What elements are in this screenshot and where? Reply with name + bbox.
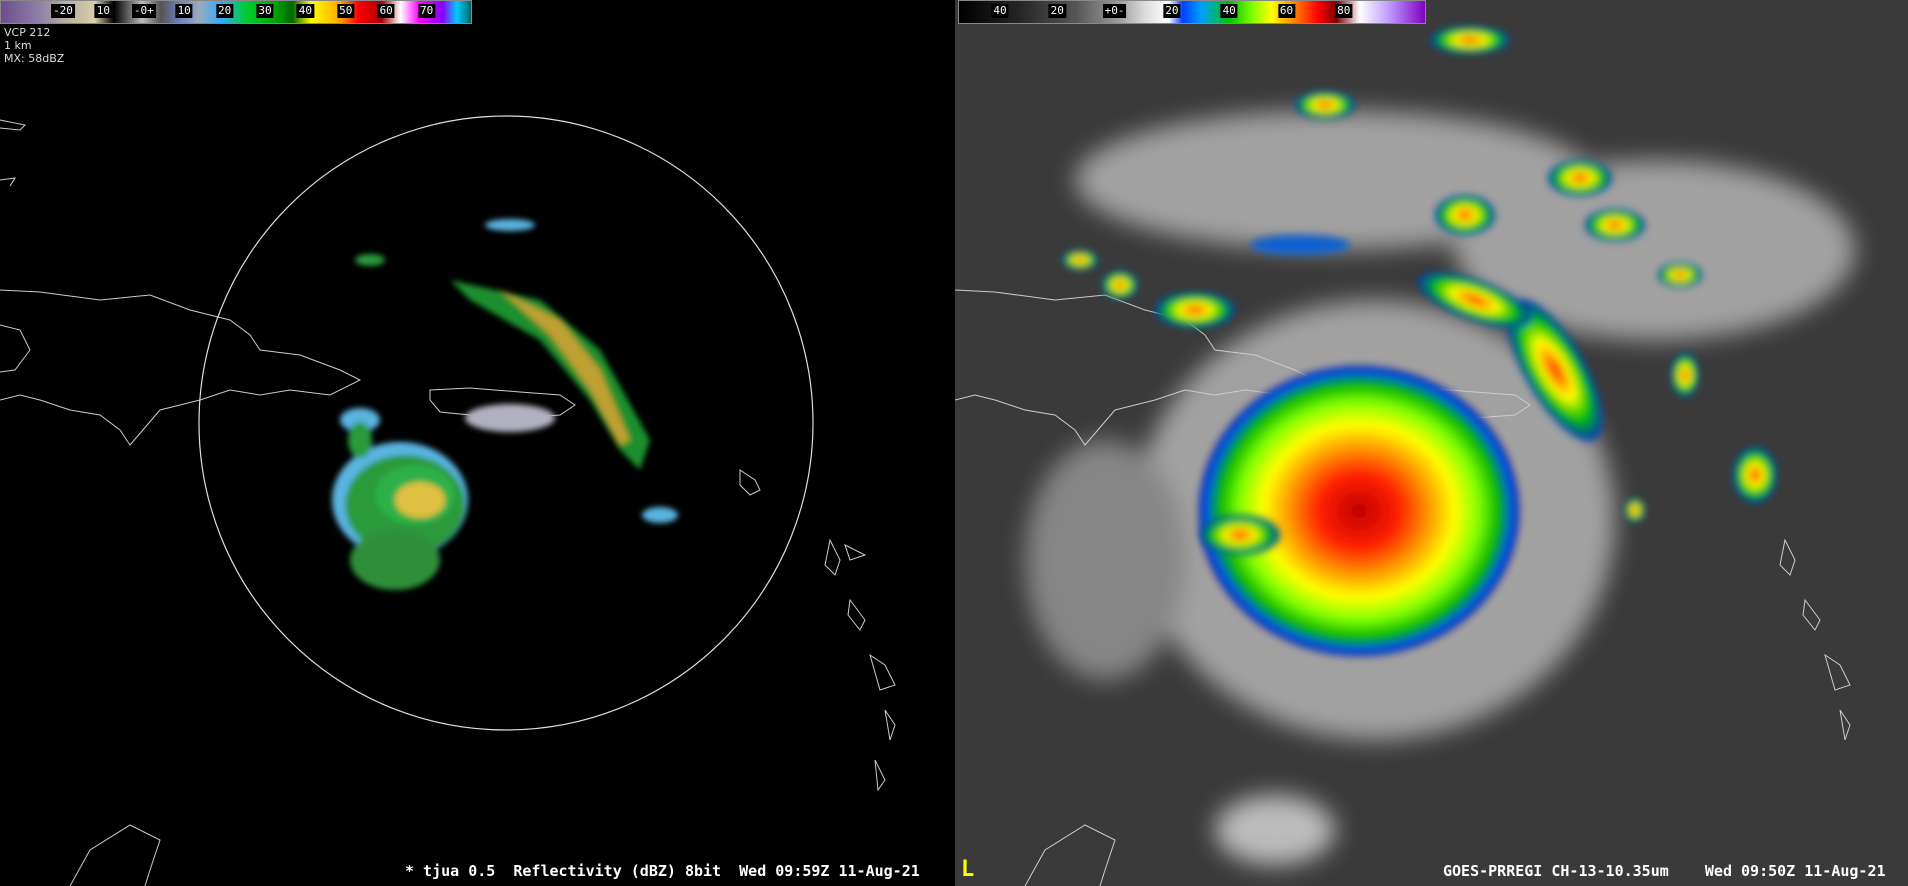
radar-panel: VCP 212 1 km MX: 58dBZ * tjua 0.5 Reflecti…: [0, 0, 953, 886]
colorbar-label: 60: [377, 4, 395, 18]
satellite-imagery: [955, 26, 1855, 886]
radar-imagery: [0, 115, 896, 886]
colorbar-label: -0+: [131, 4, 156, 18]
colorbar-label: -20: [51, 4, 75, 18]
colorbar-label: 50: [337, 4, 355, 18]
info-line: MX: 58dBZ: [4, 52, 65, 65]
colorbar-label: 80: [1335, 4, 1353, 18]
colorbar-label: +0-: [1102, 4, 1127, 18]
status-text: GOES-PRREGI CH-13-10.35um Wed 09:50Z 11-…: [1443, 862, 1886, 880]
status-text: * tjua 0.5 Reflectivity (dBZ) 8bit Wed 0…: [405, 862, 920, 880]
colorbar-label: 20: [1163, 4, 1181, 18]
satellite-panel: L GOES-PRREGI CH-13-10.35um Wed 09:50Z 1…: [955, 0, 1908, 886]
colorbar-label: 40: [1220, 4, 1238, 18]
colorbar-label: 70: [417, 4, 436, 18]
colorbar-label: 60: [1277, 4, 1296, 18]
colorbar-label: 30: [256, 4, 274, 18]
colorbar-label: 40: [296, 4, 315, 18]
colorbar-label: 20: [215, 4, 234, 18]
colorbar-label: 40: [991, 4, 1009, 18]
colorbar-label: 10: [175, 4, 193, 18]
info-line: VCP 212: [4, 26, 51, 39]
colorbar: [958, 0, 1426, 24]
marker-label: L: [961, 857, 975, 882]
info-line: 1 km: [4, 39, 32, 52]
colorbar-label: 20: [1048, 4, 1066, 18]
colorbar-label: 10: [94, 4, 113, 18]
